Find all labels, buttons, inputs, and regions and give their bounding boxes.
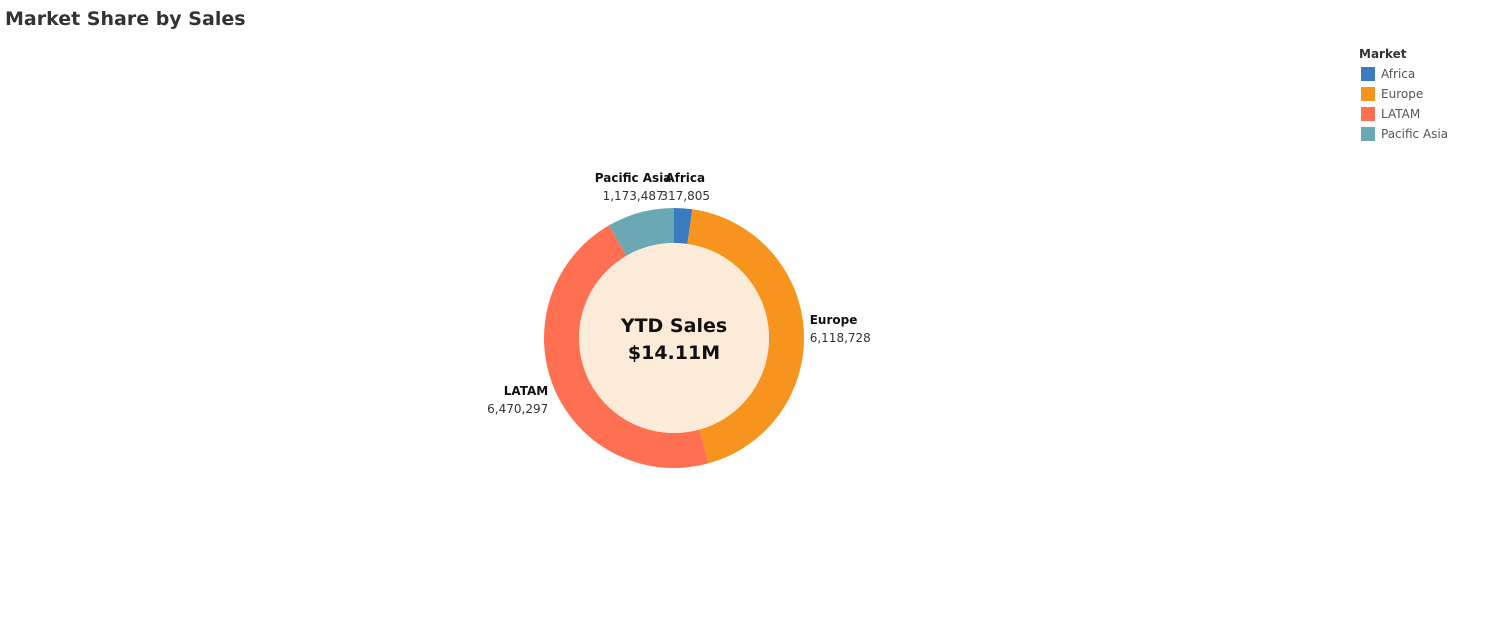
legend-label: Africa (1381, 67, 1416, 81)
legend-swatch (1361, 127, 1375, 141)
slice-label-latam: LATAM (504, 384, 548, 398)
legend: Market Africa Europe LATAM Pacific Asia (1359, 47, 1448, 144)
slice-value-africa: 317,805 (660, 189, 710, 203)
donut-slice-africa[interactable] (674, 208, 693, 244)
legend-item-pacific-asia[interactable]: Pacific Asia (1359, 124, 1448, 144)
slice-label-europe: Europe (810, 313, 858, 327)
legend-swatch (1361, 107, 1375, 121)
legend-item-europe[interactable]: Europe (1359, 84, 1448, 104)
donut-slice-latam[interactable] (543, 225, 709, 468)
slice-label-africa: Africa (665, 171, 705, 185)
chart-title: Market Share by Sales (5, 8, 246, 30)
legend-label: LATAM (1381, 107, 1421, 121)
legend-label: Pacific Asia (1381, 127, 1449, 141)
donut-center (579, 243, 769, 433)
legend-label: Europe (1381, 87, 1424, 101)
legend-item-africa[interactable]: Africa (1359, 64, 1448, 84)
donut-slice-europe[interactable] (687, 209, 804, 464)
center-total: $14.11M (628, 342, 720, 364)
legend-swatch (1361, 67, 1375, 81)
legend-item-latam[interactable]: LATAM (1359, 104, 1448, 124)
legend-swatch (1361, 87, 1375, 101)
slice-value-latam: 6,470,297 (487, 402, 548, 416)
slice-value-europe: 6,118,728 (810, 331, 871, 345)
donut-slice-pacific-asia[interactable] (608, 208, 674, 256)
legend-title: Market (1359, 47, 1407, 61)
center-label: YTD Sales (620, 315, 727, 337)
slice-label-pacific-asia: Pacific Asia (595, 171, 672, 185)
slice-value-pacific-asia: 1,173,487 (603, 189, 664, 203)
